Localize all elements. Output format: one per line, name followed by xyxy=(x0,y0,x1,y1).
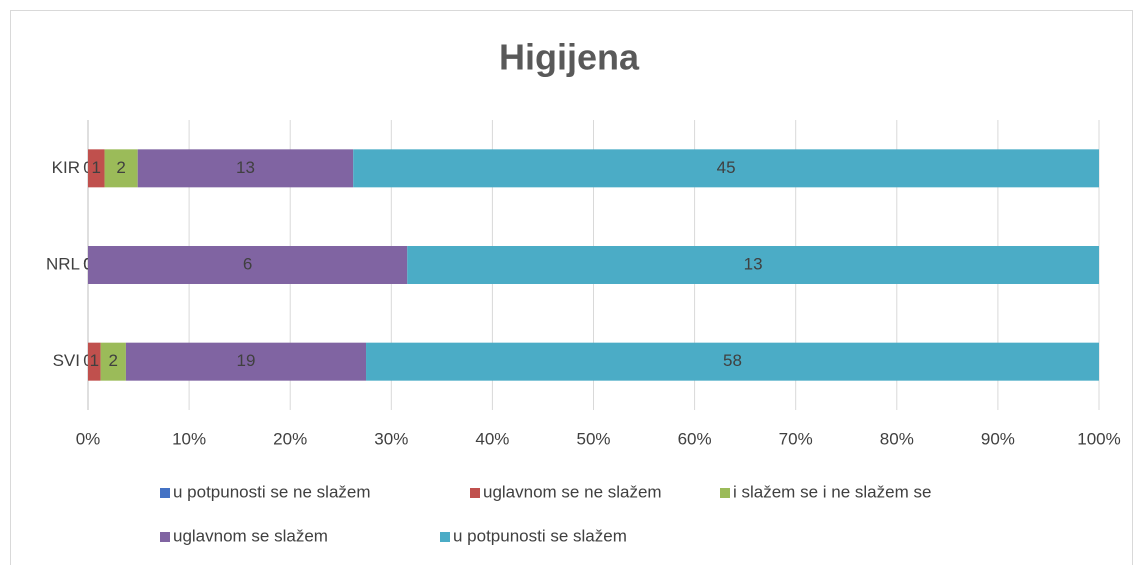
chart-border xyxy=(10,10,1133,565)
data-label: 13 xyxy=(744,254,763,273)
chart-title: Higijena xyxy=(499,37,640,78)
legend-label: uglavnom se slažem xyxy=(173,526,328,545)
x-tick-label: 90% xyxy=(981,429,1015,448)
bar-segment xyxy=(104,149,138,188)
legend-swatch xyxy=(160,488,170,498)
bar-segment xyxy=(137,149,354,188)
x-tick-label: 100% xyxy=(1077,429,1120,448)
data-label: 58 xyxy=(723,351,742,370)
bar-segment xyxy=(407,246,1099,284)
x-tick-label: 50% xyxy=(576,429,610,448)
data-label: 1 xyxy=(90,351,99,370)
bar-segment xyxy=(366,342,1099,381)
bar-segment xyxy=(88,342,101,381)
x-tick-label: 0% xyxy=(76,429,101,448)
bar-segment xyxy=(353,149,1100,188)
legend-swatch xyxy=(720,488,730,498)
data-label: 45 xyxy=(717,158,736,177)
data-label: 13 xyxy=(236,158,255,177)
data-label: 19 xyxy=(237,351,256,370)
x-tick-label: 30% xyxy=(374,429,408,448)
data-label: 1 xyxy=(92,158,101,177)
legend-swatch xyxy=(440,532,450,542)
x-tick-label: 40% xyxy=(475,429,509,448)
data-label: 6 xyxy=(243,254,252,273)
x-tick-label: 60% xyxy=(678,429,712,448)
y-tick-label: KIR xyxy=(52,158,80,177)
y-tick-label: NRL xyxy=(46,254,80,273)
x-tick-label: 10% xyxy=(172,429,206,448)
bar-segment xyxy=(125,342,367,381)
legend-label: uglavnom se ne slažem xyxy=(483,482,662,501)
legend-label: u potpunosti se ne slažem xyxy=(173,482,371,501)
bar-segment xyxy=(100,342,126,381)
legend-label: u potpunosti se slažem xyxy=(453,526,627,545)
data-label: 2 xyxy=(109,351,118,370)
legend-swatch xyxy=(160,532,170,542)
x-tick-label: 20% xyxy=(273,429,307,448)
bar-segment xyxy=(88,149,105,188)
legend-swatch xyxy=(470,488,480,498)
data-label: 2 xyxy=(116,158,125,177)
legend-label: i slažem se i ne slažem se xyxy=(733,482,931,501)
x-tick-label: 80% xyxy=(880,429,914,448)
bar-segment xyxy=(88,246,408,284)
x-tick-label: 70% xyxy=(779,429,813,448)
y-tick-label: SVI xyxy=(53,351,80,370)
